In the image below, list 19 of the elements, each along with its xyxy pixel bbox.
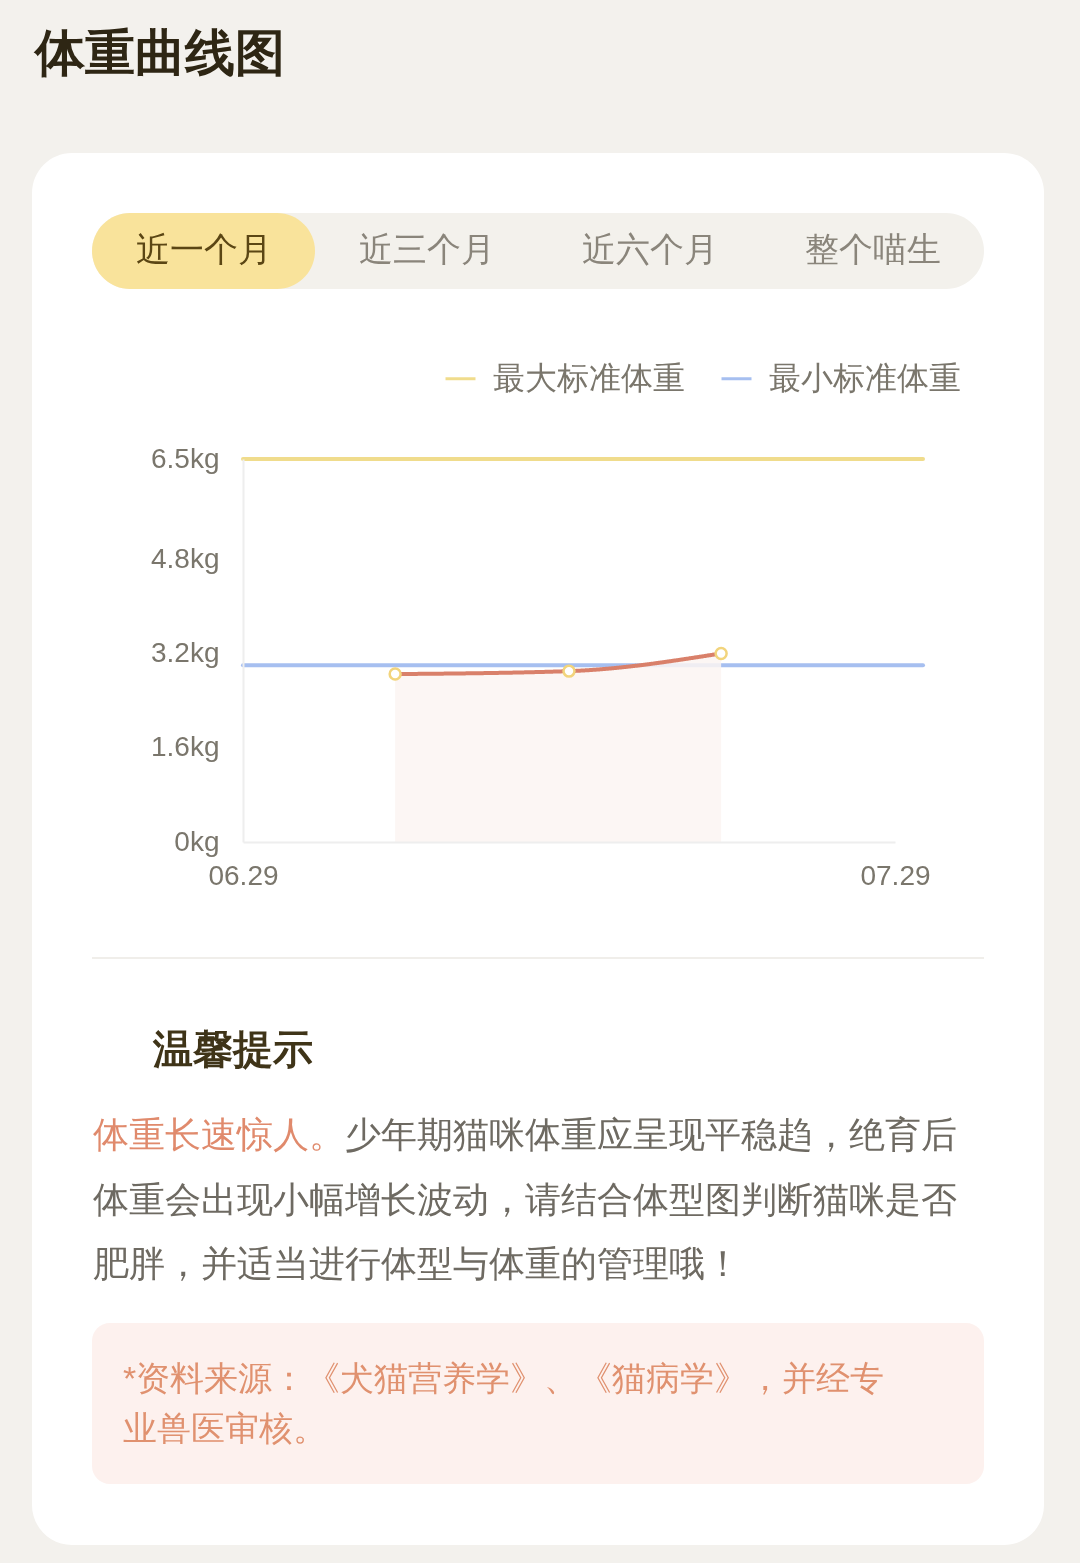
- legend-label: 最小标准体重: [769, 359, 961, 396]
- x-tick-label: 06.29: [208, 859, 279, 891]
- text: 近六个月: [581, 230, 718, 268]
- y-tick-label: 4.8kg: [151, 542, 220, 574]
- legend-label: 最大标准体重: [493, 359, 685, 396]
- text: *资料来源：《犬猫营养学》、《猫病学》，并经专业兽医审核。: [123, 1359, 885, 1447]
- text: 温馨提示: [152, 1027, 313, 1071]
- text: 少年期猫咪体重应呈现平稳趋，绝育后: [345, 1114, 957, 1155]
- chart-title: 体重曲线图: [33, 25, 285, 81]
- text: 体重会出现小幅增长波动，请结合体型图判断猫咪是否肥胖，并适当进行体型与体重的管理哦！: [93, 1178, 957, 1284]
- text: 近一个月: [135, 230, 272, 268]
- y-tick-label: 1.6kg: [151, 731, 220, 763]
- text: 整个喵生: [804, 230, 941, 268]
- x-tick-label: 07.29: [860, 859, 931, 891]
- text: 近三个月: [358, 230, 495, 268]
- y-tick-label: 6.5kg: [151, 442, 220, 474]
- text: 体重长速惊人。: [93, 1114, 345, 1155]
- y-tick-label: 0kg: [174, 825, 220, 857]
- y-tick-label: 3.2kg: [151, 636, 220, 668]
